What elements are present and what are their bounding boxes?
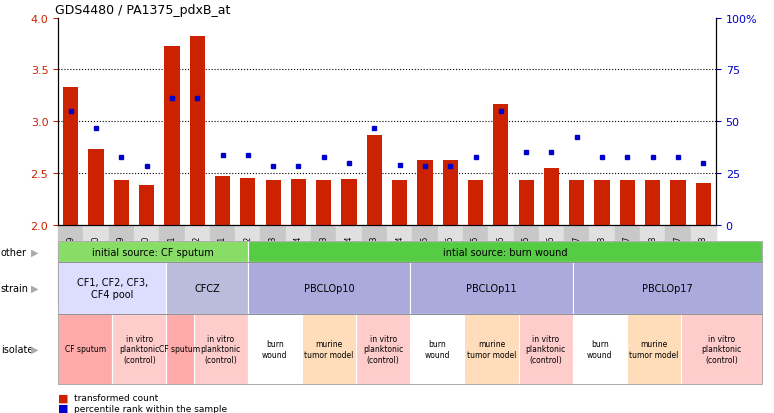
Bar bbox=[114, 180, 129, 225]
Text: other: other bbox=[1, 247, 27, 257]
Bar bbox=[265, 180, 281, 225]
Bar bbox=[392, 180, 407, 225]
Bar bbox=[240, 178, 255, 225]
Text: CF sputum: CF sputum bbox=[64, 344, 106, 354]
Bar bbox=[139, 186, 154, 225]
Text: ■: ■ bbox=[58, 392, 69, 402]
Bar bbox=[164, 47, 180, 225]
Bar bbox=[569, 180, 584, 225]
Bar bbox=[337, 225, 361, 304]
Bar bbox=[84, 225, 108, 304]
Bar bbox=[134, 225, 159, 304]
Bar bbox=[443, 161, 458, 225]
Bar bbox=[590, 225, 615, 304]
Bar bbox=[620, 180, 635, 225]
Bar bbox=[539, 225, 564, 304]
Text: PBCLOp17: PBCLOp17 bbox=[642, 283, 693, 293]
Bar bbox=[519, 180, 534, 225]
Bar bbox=[316, 180, 331, 225]
Bar bbox=[493, 104, 509, 225]
Text: PBCLOp11: PBCLOp11 bbox=[466, 283, 517, 293]
Bar bbox=[413, 225, 437, 304]
Bar bbox=[594, 180, 610, 225]
Bar bbox=[544, 169, 559, 225]
Bar bbox=[210, 225, 235, 304]
Bar bbox=[468, 180, 483, 225]
Bar bbox=[291, 180, 306, 225]
Text: ■: ■ bbox=[58, 403, 69, 413]
Bar bbox=[513, 225, 539, 304]
Bar bbox=[645, 180, 660, 225]
Bar bbox=[367, 135, 382, 225]
Bar bbox=[387, 225, 413, 304]
Text: burn
wound: burn wound bbox=[425, 339, 450, 358]
Text: CFCZ: CFCZ bbox=[194, 283, 220, 293]
Text: ▶: ▶ bbox=[31, 247, 39, 257]
Text: transformed count: transformed count bbox=[74, 393, 158, 402]
Text: ▶: ▶ bbox=[31, 344, 39, 354]
Bar bbox=[463, 225, 488, 304]
Bar bbox=[437, 225, 463, 304]
Text: murine
tumor model: murine tumor model bbox=[467, 339, 516, 358]
Bar bbox=[190, 37, 205, 225]
Text: initial source: CF sputum: initial source: CF sputum bbox=[92, 247, 214, 257]
Text: in vitro
planktonic
(control): in vitro planktonic (control) bbox=[119, 334, 159, 364]
Text: intial source: burn wound: intial source: burn wound bbox=[443, 247, 567, 257]
Bar bbox=[215, 177, 230, 225]
Bar bbox=[690, 225, 716, 304]
Text: in vitro
planktonic
(control): in vitro planktonic (control) bbox=[701, 334, 742, 364]
Text: strain: strain bbox=[1, 283, 29, 293]
Text: in vitro
planktonic
(control): in vitro planktonic (control) bbox=[526, 334, 566, 364]
Bar bbox=[88, 150, 104, 225]
Bar bbox=[696, 184, 711, 225]
Bar bbox=[311, 225, 337, 304]
Text: murine
tumor model: murine tumor model bbox=[304, 339, 354, 358]
Bar bbox=[184, 225, 210, 304]
Bar bbox=[58, 225, 84, 304]
Text: burn
wound: burn wound bbox=[262, 339, 287, 358]
Bar bbox=[564, 225, 590, 304]
Bar bbox=[108, 225, 134, 304]
Text: murine
tumor model: murine tumor model bbox=[629, 339, 679, 358]
Bar bbox=[341, 180, 357, 225]
Text: PBCLOp10: PBCLOp10 bbox=[303, 283, 354, 293]
Bar bbox=[286, 225, 311, 304]
Bar bbox=[63, 88, 78, 225]
Text: isolate: isolate bbox=[1, 344, 33, 354]
Bar bbox=[640, 225, 666, 304]
Bar bbox=[261, 225, 286, 304]
Bar bbox=[670, 180, 686, 225]
Bar bbox=[666, 225, 690, 304]
Bar bbox=[235, 225, 261, 304]
Bar bbox=[159, 225, 184, 304]
Text: burn
wound: burn wound bbox=[587, 339, 612, 358]
Text: ▶: ▶ bbox=[31, 283, 39, 293]
Bar bbox=[361, 225, 387, 304]
Text: percentile rank within the sample: percentile rank within the sample bbox=[74, 404, 227, 413]
Text: GDS4480 / PA1375_pdxB_at: GDS4480 / PA1375_pdxB_at bbox=[55, 5, 230, 17]
Text: in vitro
planktonic
(control): in vitro planktonic (control) bbox=[363, 334, 403, 364]
Text: CF sputum: CF sputum bbox=[159, 344, 200, 354]
Text: CF1, CF2, CF3,
CF4 pool: CF1, CF2, CF3, CF4 pool bbox=[77, 277, 148, 299]
Bar bbox=[615, 225, 640, 304]
Bar bbox=[417, 161, 433, 225]
Text: in vitro
planktonic
(control): in vitro planktonic (control) bbox=[200, 334, 241, 364]
Bar bbox=[488, 225, 513, 304]
